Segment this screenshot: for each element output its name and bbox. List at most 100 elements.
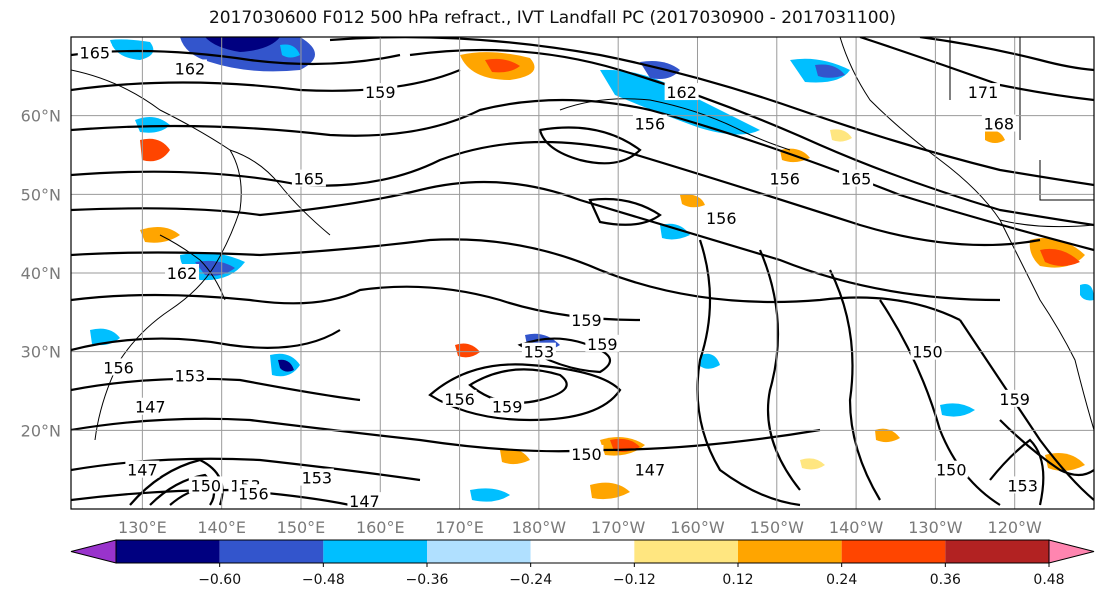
colorbar-tick-label: −0.60 (198, 572, 241, 588)
lat-label: 40°N (21, 264, 61, 283)
contour-label-bg (981, 114, 1016, 132)
contour-label-bg (632, 460, 667, 478)
contour-label: 156 (103, 358, 134, 377)
contour-label-bg (490, 397, 525, 415)
contour-label: 159 (365, 83, 396, 102)
contour-label-bg (172, 59, 207, 77)
map-title: 2017030600 F012 500 hPa refract., IVT La… (208, 8, 896, 28)
contour-label-bg (125, 460, 160, 478)
contour-label-bg (965, 83, 1000, 101)
colorbar-tick-label: 0.24 (826, 572, 857, 588)
contour-label: 165 (841, 170, 872, 189)
contour-label-bg (997, 389, 1032, 407)
lon-label: 160°E (356, 518, 405, 537)
contour-label: 147 (635, 461, 666, 480)
contour-label: 168 (984, 115, 1015, 134)
colorbar-cells (70, 539, 1095, 564)
contour-label: 150 (571, 445, 602, 464)
contour-label-bg (291, 169, 326, 187)
lon-label: 170°E (435, 518, 484, 537)
contour-label: 150 (936, 461, 967, 480)
contour-label: 147 (135, 398, 166, 417)
colorbar-tick-label: −0.24 (509, 572, 552, 588)
lon-label: 120°W (988, 518, 1043, 537)
contour-label-bg (569, 311, 604, 329)
contour-label-bg (585, 334, 620, 352)
lon-label: 180°W (512, 518, 567, 537)
colorbar-cell (323, 540, 427, 563)
colorbar-cell (738, 540, 842, 563)
contour-label-bg (704, 208, 739, 226)
contour-label: 153 (302, 469, 333, 488)
contour-label-bg (101, 358, 136, 376)
contour-label-bg (839, 169, 874, 187)
contour-label-bg (934, 460, 969, 478)
contour-label-bg (299, 468, 334, 486)
lat-label: 60°N (21, 107, 61, 126)
lat-label: 20°N (21, 421, 61, 440)
contour-label-bg (664, 83, 699, 101)
contour-label: 159 (571, 311, 602, 330)
contour-label: 156 (769, 170, 800, 189)
contour-label: 156 (238, 484, 269, 503)
contour-label-bg (767, 169, 802, 187)
colorbar-max-extend (1048, 539, 1095, 564)
lat-label: 50°N (21, 185, 61, 204)
colorbar-cell (427, 540, 531, 563)
lon-label: 150°W (750, 518, 805, 537)
lon-label: 140°E (197, 518, 246, 537)
colorbar-tick-label: 0.48 (1033, 572, 1064, 588)
colorbar: −0.60 −0.48 −0.36 −0.24 −0.12 0.12 0.24 0.36 0.4… (70, 539, 1095, 588)
contour-label-bg (569, 444, 604, 462)
contour-label: 159 (587, 335, 618, 354)
colorbar-cell (841, 540, 946, 563)
colorbar-tick-label: 0.36 (930, 572, 961, 588)
contour-label: 147 (127, 461, 158, 480)
colorbar-tick-labels: −0.60 −0.48 −0.36 −0.24 −0.12 0.12 0.24 0.36 0.4… (198, 563, 1065, 588)
contour-label: 156 (635, 115, 666, 134)
lon-label: 130°W (908, 518, 963, 537)
contour-label: 153 (1007, 476, 1038, 495)
colorbar-min-extend (70, 539, 117, 564)
contour-label-bg (910, 342, 945, 360)
contour-label: 162 (666, 83, 697, 102)
contour-label: 159 (492, 398, 523, 417)
lon-label: 170°W (591, 518, 646, 537)
colorbar-cell (116, 540, 220, 563)
contour-label-bg (165, 264, 200, 281)
colorbar-tick-label: −0.48 (302, 572, 345, 588)
contour-label: 150 (191, 476, 222, 495)
colorbar-cell (219, 540, 324, 563)
contour-label-bg (347, 492, 382, 510)
contour-label-bg (133, 397, 168, 415)
contour-label: 153 (524, 343, 555, 362)
contour-label-bg (363, 83, 398, 101)
colorbar-cell (945, 540, 1049, 563)
colorbar-tick-label: −0.12 (613, 572, 656, 588)
contour-label-bg (442, 389, 477, 407)
contour-label-bg (188, 476, 223, 494)
lon-label: 130°E (118, 518, 167, 537)
contour-label-bg (77, 43, 112, 61)
colorbar-frame (115, 539, 1050, 564)
contour-label: 162 (175, 59, 206, 78)
contour-label: 162 (167, 264, 198, 283)
lon-label: 160°W (670, 518, 725, 537)
contour-label: 156 (706, 209, 737, 228)
contour-label: 153 (175, 366, 206, 385)
contour-label-bg (1005, 476, 1040, 494)
contour-label-bg (521, 342, 556, 360)
colorbar-tick-label: −0.36 (406, 572, 449, 588)
contour-label-bg (236, 484, 271, 502)
contour-label: 150 (912, 343, 943, 362)
contour-label: 165 (294, 170, 325, 189)
contour-label: 171 (968, 83, 999, 102)
lat-label: 30°N (21, 343, 61, 362)
contour-label: 159 (999, 390, 1030, 409)
contour-label-bg (632, 114, 667, 132)
colorbar-cell (634, 540, 738, 563)
contour-label: 147 (349, 492, 380, 511)
lon-label: 150°E (277, 518, 326, 537)
